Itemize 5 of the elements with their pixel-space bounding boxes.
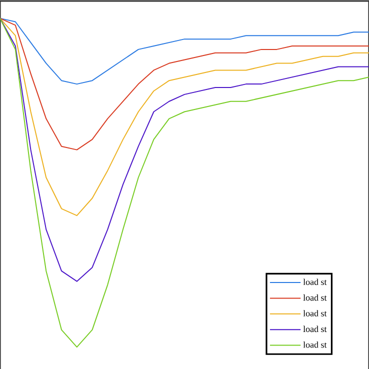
legend-label: load st — [303, 310, 327, 316]
legend-label: load st — [303, 278, 327, 286]
legend-label: load st — [303, 341, 327, 348]
legend-label: load st — [303, 326, 327, 332]
legend-label: load st — [303, 294, 327, 301]
